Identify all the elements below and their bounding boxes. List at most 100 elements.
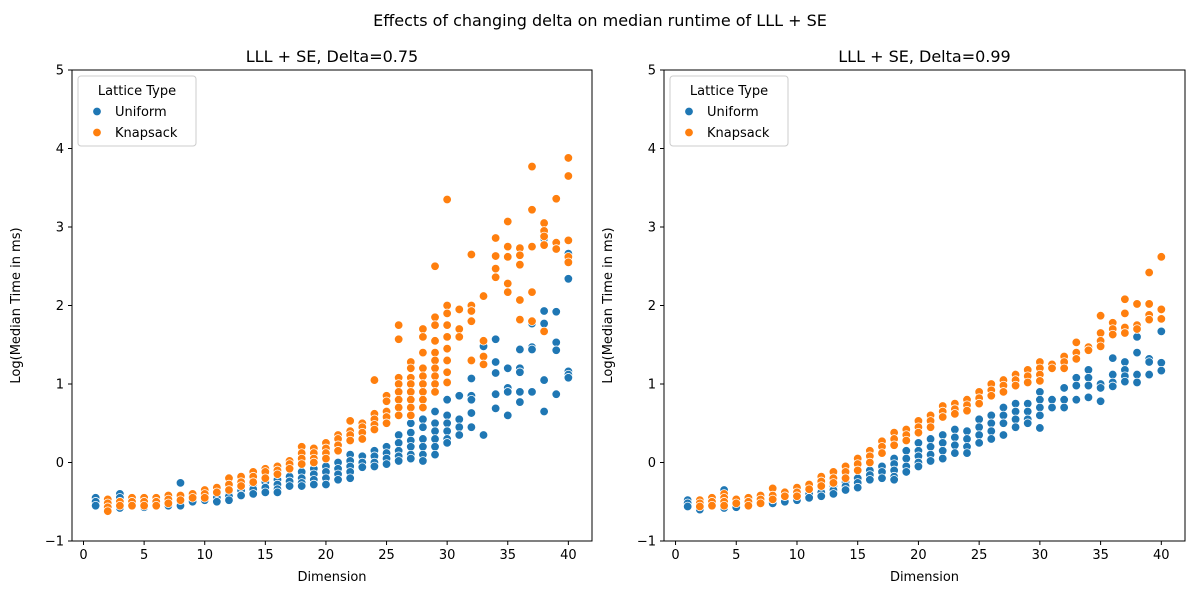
data-point-uniform [393, 456, 404, 466]
data-point-knapsack [1071, 337, 1082, 348]
data-point-uniform [1010, 406, 1021, 417]
data-point-knapsack [719, 500, 729, 511]
data-point-uniform [962, 448, 972, 458]
data-point-knapsack [865, 457, 875, 468]
legend-label-knapsack: Knapsack [707, 126, 770, 141]
data-point-uniform [442, 418, 452, 428]
data-point-uniform [1156, 365, 1167, 376]
data-point-knapsack [780, 491, 790, 501]
data-point-knapsack [430, 347, 440, 358]
legend-marker-knapsack [684, 127, 694, 138]
data-point-uniform [986, 418, 996, 428]
data-point-knapsack [1144, 299, 1154, 309]
data-point-uniform [1144, 369, 1154, 380]
data-point-uniform [418, 442, 428, 452]
y-tick-label: 0 [56, 456, 64, 471]
data-point-uniform [1095, 396, 1106, 406]
data-point-knapsack [938, 412, 948, 422]
data-point-knapsack [1132, 299, 1142, 309]
data-point-knapsack [224, 485, 234, 495]
x-tick-label: 35 [1092, 548, 1109, 563]
data-point-knapsack [418, 371, 428, 381]
data-point-uniform [925, 434, 936, 444]
data-point-knapsack [1120, 294, 1130, 304]
data-point-knapsack [563, 171, 574, 181]
data-point-uniform [563, 274, 574, 284]
data-point-knapsack [1095, 311, 1106, 321]
data-point-uniform [986, 434, 996, 444]
data-point-uniform [938, 446, 948, 456]
data-point-knapsack [139, 500, 149, 511]
data-point-uniform [901, 453, 911, 464]
data-point-knapsack [393, 402, 404, 413]
y-axis-label: Log(Median Time in ms) [601, 227, 616, 383]
data-point-knapsack [767, 494, 778, 505]
data-point-knapsack [430, 312, 440, 322]
data-point-uniform [998, 402, 1009, 413]
data-point-uniform [913, 438, 924, 448]
data-point-uniform [950, 424, 960, 435]
legend-title: Lattice Type [98, 84, 176, 99]
data-point-uniform [925, 456, 936, 466]
data-point-uniform [974, 438, 984, 448]
data-point-uniform [442, 426, 452, 436]
data-point-knapsack [527, 241, 537, 252]
x-tick-label: 40 [1153, 548, 1170, 563]
data-point-knapsack [563, 153, 574, 163]
data-point-uniform [515, 344, 525, 355]
data-point-uniform [284, 481, 295, 491]
x-tick-label: 0 [79, 548, 87, 563]
data-point-knapsack [418, 395, 428, 405]
y-axis-label: Log(Median Time in ms) [9, 227, 24, 383]
data-point-uniform [175, 478, 186, 488]
data-point-knapsack [212, 487, 222, 498]
data-point-uniform [974, 414, 984, 425]
legend-marker-uniform [684, 106, 694, 117]
data-point-uniform [1023, 418, 1033, 428]
data-point-knapsack [695, 501, 705, 512]
data-point-uniform [224, 495, 234, 505]
data-point-knapsack [381, 418, 392, 428]
data-point-uniform [393, 438, 404, 448]
legend-marker-uniform [92, 106, 102, 117]
data-point-knapsack [442, 194, 452, 205]
data-point-knapsack [442, 355, 452, 366]
data-point-uniform [962, 434, 972, 444]
data-point-knapsack [284, 464, 295, 474]
data-point-uniform [816, 491, 826, 501]
data-point-knapsack [539, 326, 549, 337]
data-point-uniform [90, 500, 101, 511]
data-point-uniform [1035, 387, 1045, 397]
data-point-knapsack [1144, 314, 1154, 325]
data-point-knapsack [357, 434, 368, 444]
data-point-uniform [454, 430, 464, 440]
data-point-knapsack [1047, 363, 1057, 374]
data-point-knapsack [381, 396, 392, 406]
data-point-knapsack [1095, 341, 1106, 352]
scatter-points [682, 252, 1167, 515]
data-point-knapsack [454, 304, 464, 315]
data-point-uniform [1108, 353, 1118, 363]
data-point-knapsack [563, 235, 574, 246]
x-tick-label: 5 [140, 548, 148, 563]
y-tick-label: 2 [56, 299, 64, 314]
data-point-knapsack [406, 379, 416, 389]
data-point-knapsack [430, 320, 440, 330]
y-tick-label: 5 [56, 64, 64, 79]
data-point-knapsack [466, 306, 477, 316]
data-point-uniform [430, 442, 440, 452]
x-tick-label: 10 [789, 548, 806, 563]
data-point-knapsack [950, 409, 960, 419]
data-point-uniform [1083, 380, 1094, 391]
y-tick-label: 1 [56, 378, 64, 393]
y-tick-label: 1 [648, 378, 656, 393]
data-point-uniform [1132, 377, 1142, 388]
legend-label-uniform: Uniform [115, 105, 167, 120]
data-point-knapsack [442, 332, 452, 342]
data-point-uniform [1108, 369, 1118, 380]
data-point-knapsack [515, 250, 525, 260]
data-point-knapsack [539, 231, 549, 242]
data-point-knapsack [418, 324, 428, 334]
data-point-knapsack [515, 259, 525, 270]
legend-marker-knapsack [92, 127, 102, 138]
